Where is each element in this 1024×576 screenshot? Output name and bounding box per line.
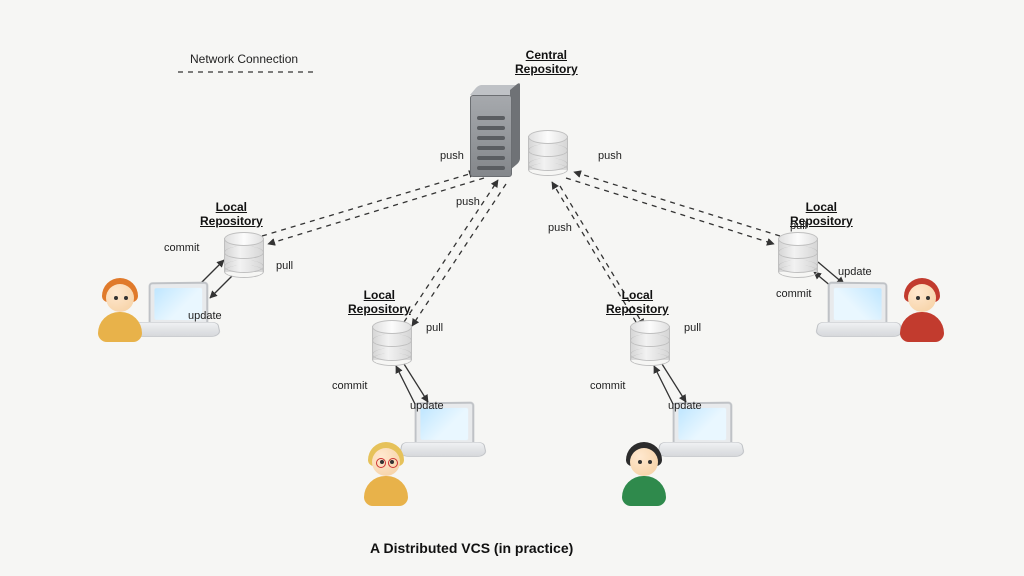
push-label: push <box>440 150 464 162</box>
commit-label: commit <box>332 380 367 392</box>
pull-label: pull <box>276 260 293 272</box>
push-label: push <box>548 222 572 234</box>
diagram-caption: A Distributed VCS (in practice) <box>370 540 573 556</box>
person-icon <box>894 278 950 342</box>
central-db-icon <box>528 130 568 176</box>
update-label: update <box>838 266 872 278</box>
person-icon <box>358 442 414 506</box>
diagram-stage: Network Connection CentralRepository A D… <box>0 0 1024 576</box>
laptop-icon <box>820 282 900 346</box>
push-label: push <box>456 196 480 208</box>
person-icon <box>616 442 672 506</box>
server-icon <box>470 85 518 175</box>
update-label: update <box>668 400 702 412</box>
commit-label: commit <box>776 288 811 300</box>
commit-label: commit <box>164 242 199 254</box>
person-icon <box>92 278 148 342</box>
pull-label: pull <box>790 220 807 232</box>
commit-label: commit <box>590 380 625 392</box>
local-db-icon <box>372 320 412 366</box>
pull-label: pull <box>684 322 701 334</box>
local-repo-title: LocalRepository <box>200 200 263 228</box>
central-repo-title: CentralRepository <box>515 48 578 76</box>
update-label: update <box>188 310 222 322</box>
update-label: update <box>410 400 444 412</box>
legend-label: Network Connection <box>190 52 298 66</box>
push-label: push <box>598 150 622 162</box>
local-db-icon <box>778 232 818 278</box>
local-db-icon <box>224 232 264 278</box>
local-db-icon <box>630 320 670 366</box>
pull-label: pull <box>426 322 443 334</box>
local-repo-title: LocalRepository <box>348 288 411 316</box>
local-repo-title: LocalRepository <box>606 288 669 316</box>
